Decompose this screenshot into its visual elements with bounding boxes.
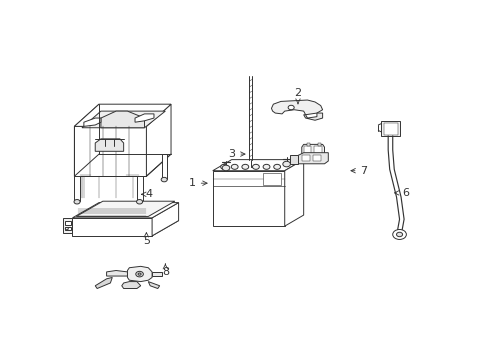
Circle shape [392,229,406,239]
Polygon shape [95,278,112,288]
Text: 1: 1 [188,178,207,188]
Polygon shape [106,270,127,276]
Polygon shape [82,111,165,128]
Polygon shape [271,100,322,115]
Polygon shape [152,272,161,276]
Bar [263,173,281,185]
Text: 7: 7 [350,166,367,176]
Polygon shape [290,156,297,164]
Bar [303,146,311,154]
Bar [65,221,70,225]
Circle shape [138,273,141,275]
Circle shape [136,199,142,204]
Polygon shape [76,201,175,216]
Polygon shape [303,113,322,120]
Polygon shape [95,139,123,151]
Text: 8: 8 [162,264,168,277]
Circle shape [136,271,143,277]
Circle shape [222,165,229,171]
Circle shape [220,164,227,169]
Polygon shape [284,159,303,226]
Polygon shape [63,218,72,233]
Polygon shape [135,114,154,122]
Polygon shape [297,153,327,164]
Text: 4: 4 [142,189,152,199]
Polygon shape [127,266,152,282]
Circle shape [161,177,167,182]
Bar [381,121,400,136]
Bar [65,227,70,230]
Polygon shape [74,126,146,176]
Polygon shape [84,118,101,126]
Polygon shape [72,221,178,236]
Bar [212,171,284,226]
Circle shape [74,199,80,204]
Polygon shape [212,159,303,171]
Polygon shape [137,176,142,201]
Polygon shape [72,203,178,218]
Bar [301,156,309,161]
Polygon shape [148,282,159,288]
Circle shape [242,164,248,169]
Circle shape [282,161,290,167]
Circle shape [263,164,269,169]
Text: 5: 5 [142,233,150,246]
Polygon shape [101,111,144,128]
Polygon shape [161,154,167,179]
Circle shape [65,228,68,230]
Polygon shape [74,104,99,176]
Circle shape [273,164,280,169]
Text: 2: 2 [294,88,301,104]
Bar [312,156,321,161]
Polygon shape [301,144,324,156]
Circle shape [287,105,294,110]
Polygon shape [146,104,171,176]
Text: 6: 6 [394,188,408,198]
Circle shape [396,232,402,237]
Bar [383,123,397,135]
Bar [317,143,321,146]
Circle shape [252,164,259,169]
Polygon shape [74,176,80,201]
Text: 3: 3 [228,149,244,159]
Polygon shape [122,282,141,288]
Bar [314,146,321,154]
Polygon shape [152,203,178,236]
Bar [307,143,310,146]
Polygon shape [72,218,152,236]
Polygon shape [74,104,171,126]
Circle shape [231,164,238,169]
